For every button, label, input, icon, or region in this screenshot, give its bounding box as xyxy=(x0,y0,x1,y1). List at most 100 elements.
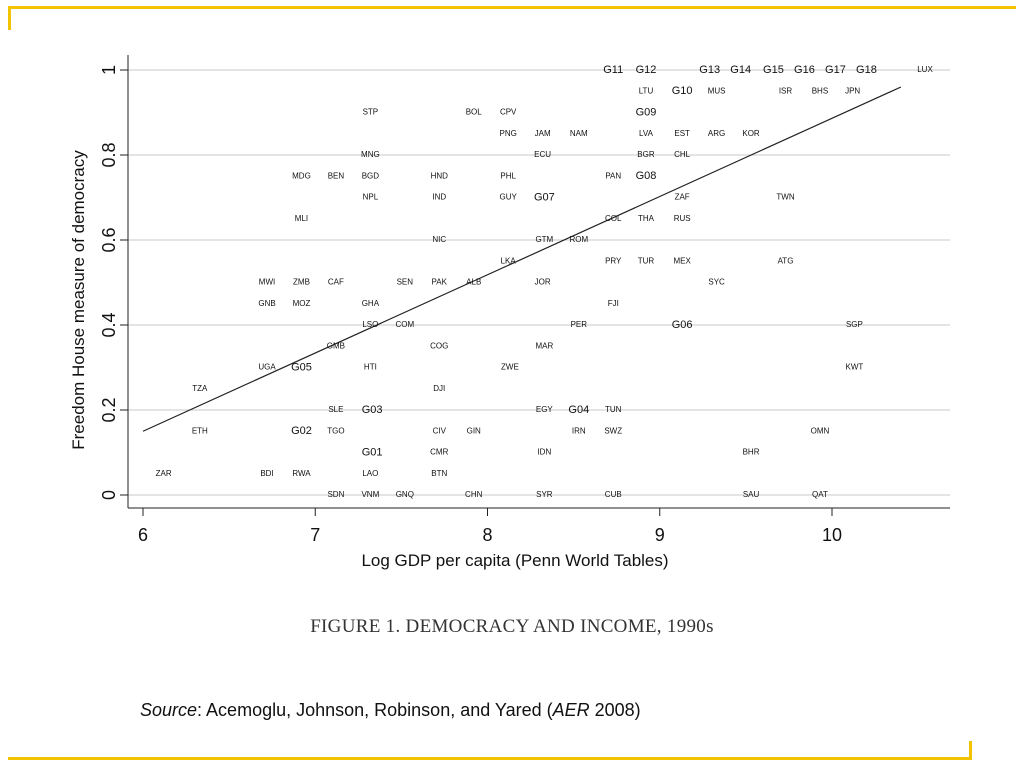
country-point-label: HTI xyxy=(364,363,377,372)
country-point-label: SGP xyxy=(846,320,863,329)
country-point-label: CUB xyxy=(605,490,622,499)
country-point-label: GUY xyxy=(499,193,517,202)
country-point-label: TGO xyxy=(327,426,344,435)
source-journal: AER xyxy=(552,700,590,720)
country-point-label: IRN xyxy=(572,426,586,435)
country-point-label: MLI xyxy=(295,214,308,223)
country-point-label: BOL xyxy=(466,108,483,117)
y-tick-label: 0.2 xyxy=(99,397,119,422)
country-point-label: JAM xyxy=(535,129,551,138)
country-point-label: LSO xyxy=(362,320,378,329)
country-point-label: ROM xyxy=(569,235,588,244)
country-point-label: MWI xyxy=(259,278,275,287)
country-point-label: TWN xyxy=(776,193,794,202)
country-point-label: GMB xyxy=(327,341,345,350)
x-tick-label: 7 xyxy=(310,525,320,545)
country-point-label: CMR xyxy=(430,448,448,457)
country-point-label: TZA xyxy=(192,384,208,393)
country-point-label: MUS xyxy=(708,86,726,95)
country-point-label: DJI xyxy=(433,384,445,393)
gridlines xyxy=(128,69,950,496)
country-point-label: NAM xyxy=(570,129,588,138)
country-point-label: VNM xyxy=(361,490,379,499)
group-point-label: G07 xyxy=(534,191,555,203)
country-point-label: KOR xyxy=(742,129,760,138)
country-point-label: ZAF xyxy=(675,193,690,202)
country-point-label: JPN xyxy=(845,86,860,95)
y-tick-label: 0.6 xyxy=(99,227,119,252)
country-point-label: MOZ xyxy=(293,299,311,308)
scatter-chart: 0 0.2 0.4 0.6 0.8 1 6 7 8 9 10 G11 G12 G13 G14 G15 G16… xyxy=(69,55,950,570)
country-point-label: KWT xyxy=(846,363,864,372)
country-point-label: ECU xyxy=(534,150,551,159)
country-point-label: BEN xyxy=(328,171,345,180)
bottom-accent-rule xyxy=(8,757,972,760)
source-citation: Source: Acemoglu, Johnson, Robinson, and… xyxy=(140,700,641,721)
country-point-label: CIV xyxy=(433,426,447,435)
figure-caption: FIGURE 1. DEMOCRACY AND INCOME, 1990s xyxy=(310,616,714,637)
country-point-label: CHL xyxy=(674,150,691,159)
country-point-label: SYR xyxy=(536,490,553,499)
country-point-label: MEX xyxy=(673,256,691,265)
group-point-label: G08 xyxy=(636,170,657,182)
country-point-label: IDN xyxy=(537,448,551,457)
group-point-label: G16 xyxy=(794,64,815,76)
country-point-label: COL xyxy=(605,214,622,223)
group-point-label: G11 xyxy=(603,64,623,76)
group-point-label: G02 xyxy=(291,425,312,437)
country-point-label: NIC xyxy=(432,235,446,244)
country-point-label: SEN xyxy=(397,278,414,287)
country-point-label: BGR xyxy=(637,150,655,159)
country-point-label: OMN xyxy=(811,426,830,435)
country-point-label: PNG xyxy=(499,129,516,138)
group-point-label: G13 xyxy=(699,64,720,76)
group-point-label: G01 xyxy=(362,446,383,458)
group-point-label: G04 xyxy=(568,404,589,416)
source-year: 2008) xyxy=(589,700,641,720)
country-point-label: GIN xyxy=(467,426,481,435)
country-point-label: PRY xyxy=(605,256,622,265)
country-point-label: ALB xyxy=(466,278,481,287)
group-point-label: G18 xyxy=(856,64,877,76)
country-point-label: JOR xyxy=(535,278,551,287)
y-tick-label: 0.8 xyxy=(99,142,119,167)
country-point-label: PHL xyxy=(500,171,516,180)
group-point-label: G09 xyxy=(636,106,657,118)
country-point-label: MDG xyxy=(292,171,311,180)
country-point-label: COM xyxy=(395,320,414,329)
country-point-label: BHR xyxy=(743,448,760,457)
country-point-label: GNB xyxy=(258,299,275,308)
country-point-label: LKA xyxy=(501,256,517,265)
country-point-label: ATG xyxy=(778,256,794,265)
top-accent-rule-tick xyxy=(8,6,11,30)
country-point-label: SAU xyxy=(743,490,760,499)
country-point-label: UGA xyxy=(258,363,276,372)
group-point-label: G14 xyxy=(730,64,751,76)
country-point-label: BGD xyxy=(362,171,380,180)
country-point-label: PAK xyxy=(432,278,448,287)
top-accent-rule xyxy=(8,6,1016,9)
country-point-label: BHS xyxy=(812,86,828,95)
country-point-label: LVA xyxy=(639,129,654,138)
country-point-label: SLE xyxy=(328,405,343,414)
country-point-label: ARG xyxy=(708,129,725,138)
country-point-label: QAT xyxy=(812,490,828,499)
country-point-label: SDN xyxy=(327,490,344,499)
x-tick-label: 9 xyxy=(655,525,665,545)
group-point-label: G05 xyxy=(291,361,312,373)
country-point-label: TUN xyxy=(605,405,622,414)
group-point-label: G03 xyxy=(362,404,383,416)
source-label: Source xyxy=(140,700,198,720)
y-tick-label: 1 xyxy=(99,65,119,75)
group-point-label: G17 xyxy=(825,64,846,76)
country-point-label: CPV xyxy=(500,108,517,117)
country-point-label: MNG xyxy=(361,150,380,159)
fit-line xyxy=(142,86,902,432)
country-point-label: CAF xyxy=(328,278,344,287)
country-point-label: SWZ xyxy=(604,426,622,435)
country-point-label: GTM xyxy=(535,235,553,244)
country-point-label: ZAR xyxy=(156,469,172,478)
country-point-label: PAN xyxy=(605,171,621,180)
bottom-accent-rule-tick xyxy=(969,741,972,760)
country-point-label: THA xyxy=(638,214,655,223)
